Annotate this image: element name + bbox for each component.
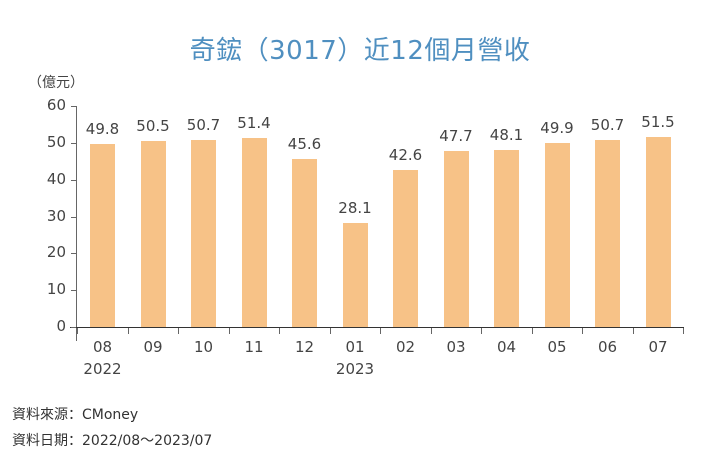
y-axis: [76, 106, 77, 341]
bar-08: [90, 143, 115, 327]
x-tick-label: 08: [92, 338, 113, 356]
bar-01: [342, 223, 368, 327]
y-axis-unit-label: （億元）: [28, 75, 84, 91]
y-tick-label: 40: [46, 169, 66, 188]
y-tick: [71, 106, 76, 107]
x-axis: [70, 327, 684, 328]
x-tick-label: 01: [345, 338, 365, 356]
y-tick-label: 20: [46, 243, 66, 262]
y-tick: [71, 216, 76, 218]
bar-07: [645, 137, 671, 327]
bar-value-label: 50.7: [186, 116, 221, 135]
y-tick: [71, 327, 76, 328]
bar-04: [494, 149, 519, 327]
y-tick-label: 10: [46, 280, 66, 299]
bar-12: [292, 159, 317, 327]
bar-value-label: 45.6: [287, 135, 322, 154]
bar-value-label: 49.8: [85, 119, 120, 138]
bar-05: [544, 143, 570, 327]
x-tick: [430, 328, 432, 334]
x-tick-label: 03: [446, 338, 466, 356]
x-tick: [228, 328, 230, 334]
year-label: 2023: [335, 360, 375, 378]
bar-value-label: 49.9: [540, 119, 574, 138]
y-tick-label: 60: [46, 96, 66, 114]
x-tick-label: 05: [547, 338, 567, 356]
x-tick: [380, 328, 381, 334]
bar-value-label: 28.1: [338, 199, 372, 218]
x-tick: [582, 328, 583, 334]
y-tick: [71, 142, 76, 144]
bar-11: [241, 137, 267, 327]
x-tick-label: 11: [244, 338, 264, 356]
y-tick-label: 30: [46, 206, 66, 225]
bar-03: [443, 151, 469, 327]
bar-value-label: 50.7: [590, 116, 625, 135]
bar-value-label: 51.5: [641, 113, 675, 132]
x-tick: [279, 328, 280, 334]
x-tick-label: 06: [597, 338, 618, 356]
x-tick-label: 09: [143, 338, 163, 356]
bar-value-label: 48.1: [489, 125, 524, 144]
x-tick: [77, 328, 78, 334]
chart-title: 奇鋐（3017）近12個月營收: [189, 36, 531, 66]
y-tick: [71, 290, 76, 292]
bar-value-label: 47.7: [439, 127, 473, 146]
data-date-label: 資料日期：2022/08～2023/07: [12, 433, 213, 449]
x-tick: [127, 328, 129, 334]
bar-chart: 0 10 20 30 40 50 60 49.8 08 50.5 09 50.7 10 51.4 11 45…: [46, 96, 684, 378]
x-tick-label: 02: [395, 338, 416, 356]
bar-10: [191, 140, 216, 327]
x-tick: [683, 328, 684, 334]
y-tick: [71, 179, 76, 181]
bar-09: [140, 140, 166, 327]
y-tick: [71, 253, 76, 255]
x-tick: [531, 328, 533, 334]
x-tick: [632, 328, 634, 334]
bar-value-label: 50.5: [136, 116, 170, 135]
year-label: 2022: [83, 360, 122, 378]
x-tick-label: 07: [648, 338, 668, 356]
x-tick: [178, 328, 179, 334]
y-tick-label: 0: [56, 317, 66, 335]
x-tick: [329, 328, 331, 334]
data-source-label: 資料來源：CMoney: [12, 407, 139, 423]
x-tick-label: 04: [496, 338, 517, 356]
bar-06: [595, 140, 620, 327]
x-tick-label: 10: [193, 338, 214, 356]
bar-value-label: 42.6: [388, 146, 423, 165]
x-tick-label: 12: [294, 338, 315, 356]
x-tick: [481, 328, 482, 334]
bar-value-label: 51.4: [237, 113, 271, 132]
y-tick-label: 50: [46, 132, 66, 151]
bar-02: [393, 170, 418, 327]
